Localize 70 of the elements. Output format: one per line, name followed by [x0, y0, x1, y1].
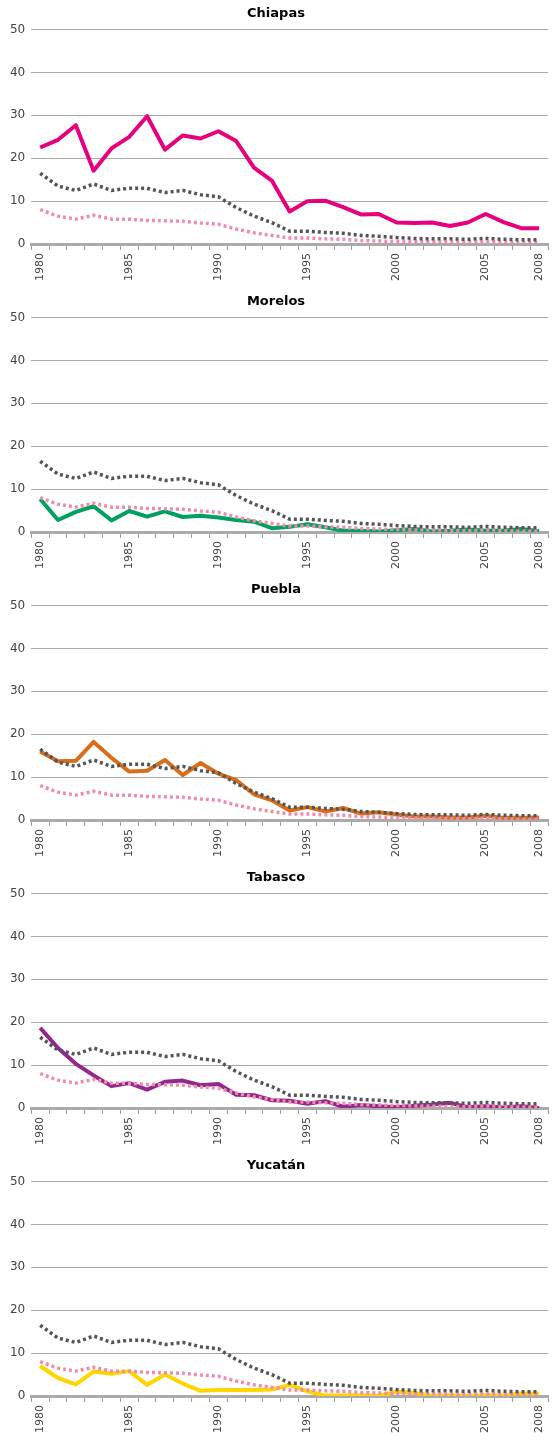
x-tick-label: 1995 [300, 541, 314, 570]
x-tick-label: 2008 [531, 1117, 545, 1146]
x-tick-label: 2008 [531, 1405, 545, 1434]
y-tick-label: 20 [9, 1302, 26, 1317]
x-tick-label: 1990 [211, 1117, 225, 1146]
x-tick-label: 2005 [478, 1405, 492, 1434]
y-tick-label: 30 [9, 1259, 26, 1274]
x-tick-label: 2000 [389, 253, 403, 282]
x-tick-label: 2008 [531, 541, 545, 570]
x-tick-label: 1990 [211, 541, 225, 570]
y-tick-label: 40 [9, 1216, 26, 1231]
y-tick-label: 0 [17, 812, 26, 827]
y-tick-label: 20 [9, 150, 26, 165]
x-tick-label: 1980 [33, 253, 47, 282]
x-tick-label: 1990 [211, 253, 225, 282]
y-tick-label: 50 [9, 309, 26, 324]
x-tick-label: 2005 [478, 541, 492, 570]
y-tick-label: 0 [17, 524, 26, 539]
y-tick-label: 40 [9, 928, 26, 943]
x-tick-label: 1990 [211, 829, 225, 858]
chart-title: Puebla [250, 581, 302, 597]
x-tick-label: 2000 [389, 1117, 403, 1146]
x-tick-label: 1990 [211, 1405, 225, 1434]
x-tick-label: 2005 [478, 253, 492, 282]
x-tick-label: 1980 [33, 1117, 47, 1146]
chart-title: Morelos [246, 293, 306, 309]
y-tick-label: 20 [9, 726, 26, 741]
x-tick-label: 1985 [122, 1117, 136, 1146]
x-tick-label: 2000 [389, 829, 403, 858]
y-tick-label: 40 [9, 352, 26, 367]
x-tick-label: 2008 [531, 253, 545, 282]
y-tick-label: 40 [9, 640, 26, 655]
y-tick-label: 0 [17, 1388, 26, 1403]
x-tick-label: 2008 [531, 829, 545, 858]
y-tick-label: 20 [9, 438, 26, 453]
y-tick-label: 10 [9, 481, 26, 496]
y-tick-label: 30 [9, 971, 26, 986]
y-tick-label: 50 [9, 597, 26, 612]
x-tick-label: 2005 [478, 1117, 492, 1146]
x-tick-label: 2000 [389, 1405, 403, 1434]
chart-title: Yucatán [245, 1157, 306, 1173]
chart-title: Chiapas [247, 5, 306, 21]
x-tick-label: 1985 [122, 1405, 136, 1434]
y-tick-label: 50 [9, 21, 26, 36]
y-tick-label: 0 [17, 1100, 26, 1115]
x-tick-label: 1980 [33, 1405, 47, 1434]
y-tick-label: 10 [9, 1345, 26, 1360]
x-tick-label: 1995 [300, 829, 314, 858]
y-tick-label: 10 [9, 193, 26, 208]
y-tick-label: 0 [17, 236, 26, 251]
x-tick-label: 1980 [33, 829, 47, 858]
y-tick-label: 30 [9, 395, 26, 410]
y-tick-label: 40 [9, 64, 26, 79]
y-tick-label: 50 [9, 1173, 26, 1188]
y-tick-label: 10 [9, 1057, 26, 1072]
x-tick-label: 1980 [33, 541, 47, 570]
y-tick-label: 50 [9, 885, 26, 900]
x-tick-label: 2005 [478, 829, 492, 858]
x-tick-label: 1995 [300, 253, 314, 282]
x-tick-label: 2000 [389, 541, 403, 570]
x-tick-label: 1985 [122, 829, 136, 858]
x-tick-label: 1995 [300, 1117, 314, 1146]
y-tick-label: 10 [9, 769, 26, 784]
x-tick-label: 1985 [122, 541, 136, 570]
x-tick-label: 1985 [122, 253, 136, 282]
y-tick-label: 30 [9, 107, 26, 122]
x-tick-label: 1995 [300, 1405, 314, 1434]
y-tick-label: 20 [9, 1014, 26, 1029]
chart-title: Tabasco [246, 869, 306, 885]
y-tick-label: 30 [9, 683, 26, 698]
